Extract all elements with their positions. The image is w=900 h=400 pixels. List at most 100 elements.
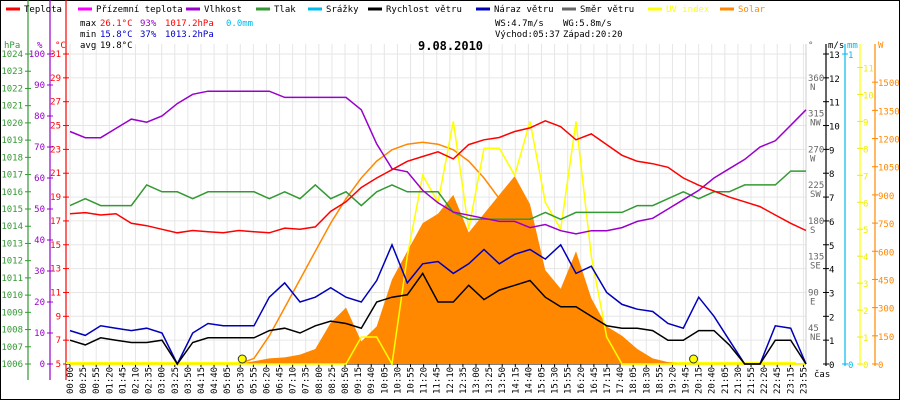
pressure-tick-label: 1015 [1, 205, 23, 215]
pressure-tick-label: 1007 [1, 343, 23, 353]
dir-tick-label: 45 [808, 324, 819, 334]
humidity-tick-label: 20 [34, 298, 45, 308]
ms-tick-label: 2 [829, 313, 834, 323]
humidity-tick-label: 90 [34, 81, 45, 91]
x-tick-label: 03:25 [171, 367, 181, 394]
x-tick-label: 02:10 [131, 367, 141, 394]
x-tick-label: 05:55 [249, 367, 259, 394]
x-tick-label: 04:40 [210, 367, 220, 394]
solar-area [70, 176, 806, 364]
ms-tick-label: 13 [829, 51, 840, 61]
x-tick-label: 08:25 [328, 367, 338, 394]
pressure-tick-label: 1010 [1, 291, 23, 301]
x-tick-label: 07:35 [302, 367, 312, 394]
ms-tick-label: 5 [829, 242, 834, 252]
ms-tick-label: 11 [829, 99, 840, 109]
x-tick-label: 05:05 [223, 367, 233, 394]
uv-tick-label: 11 [863, 64, 874, 74]
pressure-tick-label: 1017 [1, 171, 23, 181]
x-tick-label: 14:15 [511, 367, 521, 394]
dir-tick-label: 135 [808, 253, 824, 263]
ms-tick-label: 12 [829, 75, 840, 85]
mm-unit: mm [847, 41, 858, 51]
stat-wg: WG:5.8m/s [563, 19, 612, 29]
w-tick-label: 150 [878, 333, 894, 343]
uv-tick-label: 4 [863, 253, 868, 263]
uv-tick-label: 3 [863, 280, 868, 290]
dir-tick-name: W [810, 154, 816, 164]
legend-item: Solar [738, 5, 766, 15]
temp-tick-label: 17 [50, 217, 61, 227]
x-tick-label: 17:40 [616, 367, 626, 394]
x-tick-label: 11:20 [420, 367, 430, 394]
x-tick-label: 12:10 [446, 367, 456, 394]
x-tick-label: 09:40 [367, 367, 377, 394]
pressure-unit: hPa [4, 41, 20, 51]
x-tick-label: 23:15 [786, 367, 796, 394]
temp-tick-label: 23 [50, 145, 61, 155]
x-tick-label: 00:25 [79, 367, 89, 394]
sunrise-marker [237, 354, 247, 364]
temp-tick-label: 31 [50, 50, 61, 60]
dir-tick-label: 180 [808, 217, 824, 227]
stat-press-max: 1017.2hPa [165, 19, 214, 29]
x-tick-label: 03:50 [184, 367, 194, 394]
temp-tick-label: 7 [56, 336, 61, 346]
stat-temp-avg: 19.8°C [100, 41, 133, 51]
legend-item: UV index [666, 5, 710, 15]
legend-item: Vlhkost [204, 5, 242, 15]
x-tick-label: 21:05 [721, 367, 731, 394]
pressure-line [69, 170, 806, 221]
stat-hum-max: 93% [140, 19, 157, 29]
x-tick-label: 23:55 [799, 367, 809, 394]
stat-max-label: max [80, 19, 97, 29]
humidity-tick-label: 80 [34, 112, 45, 122]
ms-tick-label: 9 [829, 146, 834, 156]
w-tick-label: 750 [878, 220, 894, 230]
legend-item: Náraz větru [494, 5, 554, 15]
dir-tick-label: 225 [808, 181, 824, 191]
uv-tick-label: 0 [863, 361, 868, 371]
ms-tick-label: 1 [829, 337, 834, 347]
dir-tick-name: S [810, 226, 815, 236]
x-tick-label: 21:30 [734, 367, 744, 394]
ms-tick-label: 0 [829, 361, 834, 371]
stat-sunset: Západ:20:20 [563, 30, 623, 40]
w-tick-label: 450 [878, 276, 894, 286]
temperature-line [69, 119, 807, 234]
stat-press-min: 1013.2hPa [165, 30, 214, 40]
stat-sunrise: Východ:05:37 [495, 30, 560, 40]
pressure-tick-label: 1011 [1, 274, 23, 284]
pressure-tick-label: 1016 [1, 188, 23, 198]
dir-tick-name: NE [810, 333, 821, 343]
humidity-tick-label: 50 [34, 205, 45, 215]
x-tick-label: 18:05 [629, 367, 639, 394]
x-tick-label: 19:20 [668, 367, 678, 394]
pressure-tick-label: 1014 [1, 222, 23, 232]
x-tick-label: 03:00 [158, 367, 168, 394]
x-tick-label: 18:55 [655, 367, 665, 394]
x-tick-label: 10:30 [393, 367, 403, 394]
ms-tick-label: 10 [829, 123, 840, 133]
humidity-tick-label: 100 [29, 50, 45, 60]
pressure-tick-label: 1018 [1, 153, 23, 163]
ms-unit: m/s [828, 41, 844, 51]
stats-block: max 26.1°C 93% 1017.2hPa 0.0mm min 15.8°… [80, 19, 623, 53]
temp-tick-label: 15 [50, 241, 61, 251]
wind-speed-line [69, 271, 807, 366]
ms-tick-label: 8 [829, 170, 834, 180]
x-tick-label: 04:15 [197, 367, 207, 394]
stat-hum-min: 37% [140, 30, 157, 40]
x-tick-label: 19:45 [682, 367, 692, 394]
x-tick-label: 15:05 [537, 367, 547, 394]
x-tick-label: 06:45 [276, 367, 286, 394]
legend-item: Srážky [326, 5, 359, 15]
pressure-tick-label: 1006 [1, 360, 23, 370]
x-tick-label: 11:45 [433, 367, 443, 394]
temp-tick-label: 19 [50, 193, 61, 203]
stat-temp-min: 15.8°C [100, 30, 133, 40]
ms-tick-label: 3 [829, 289, 834, 299]
x-tick-label: 20:15 [695, 367, 705, 394]
